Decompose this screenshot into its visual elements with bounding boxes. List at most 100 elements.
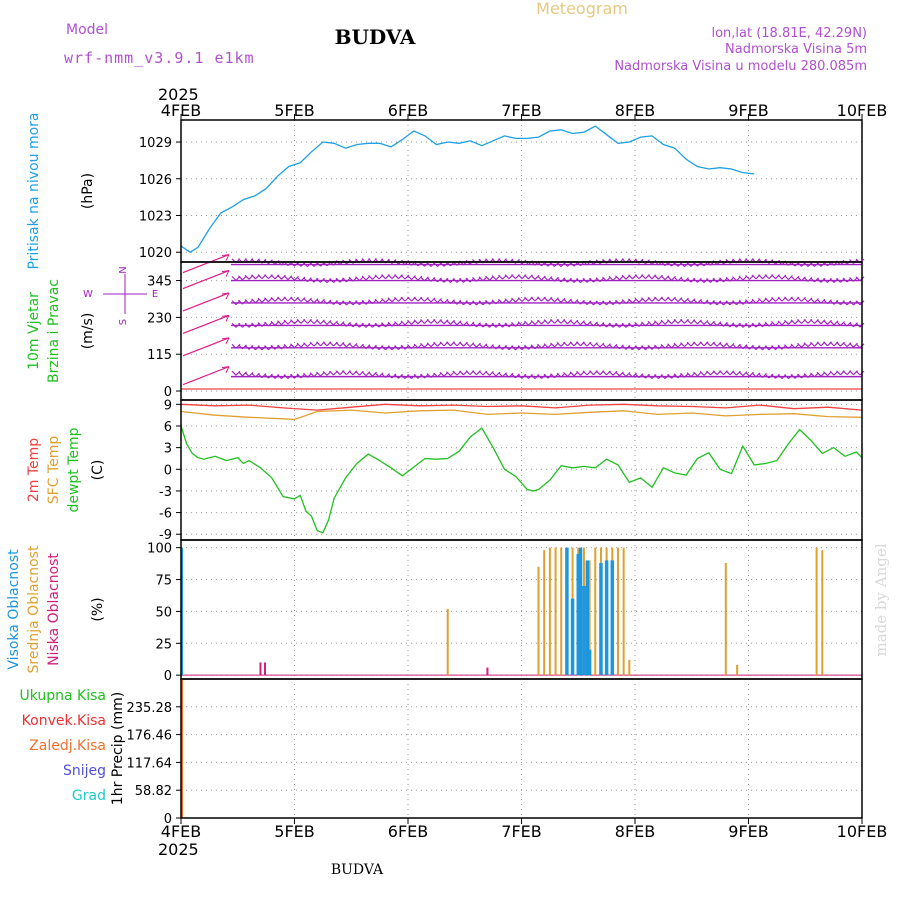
cloud_mid-bar <box>554 547 557 676</box>
wind-arrow-head <box>221 337 230 345</box>
page-title: Meteogram <box>536 0 628 18</box>
compass-south: S <box>118 319 129 325</box>
wind-barb-row <box>231 370 865 379</box>
y-tick-label: 1029 <box>139 136 172 151</box>
y-axis-label: (C) <box>90 460 106 481</box>
y-axis-label: 2m Temp <box>26 438 42 502</box>
cloud_high-bar <box>604 560 609 676</box>
sfc-line <box>180 409 863 421</box>
cloud_mid-bar <box>724 562 727 676</box>
y-axis-label: 10m Vjetar <box>26 292 42 370</box>
cloud_high-bar <box>599 562 603 676</box>
wind-arrow <box>182 314 230 334</box>
wind-arrow <box>182 292 230 312</box>
model-elevation-label: Nadmorska Visina u modelu 280.085m <box>614 59 867 74</box>
coords-label: lon,lat (18.81E, 42.29N) <box>711 26 867 41</box>
y-tick-label: 0 <box>164 812 172 827</box>
pressure-line <box>180 125 755 253</box>
cloud_mid-bar <box>736 664 739 676</box>
wind-barb-row <box>231 296 865 306</box>
y-tick-label: 0 <box>164 463 172 478</box>
x-tick-label-top: 10FEB <box>837 101 888 120</box>
x-tick-label-top: 4FEB <box>161 101 201 120</box>
y-axis-label: Visoka Oblacnost <box>6 549 22 670</box>
wind-arrow-head <box>221 254 230 261</box>
x-tick-label-top: 7FEB <box>501 101 541 120</box>
y-axis-label: Pritisak na nivou mora <box>26 112 42 269</box>
year-label-bottom: 2025 <box>158 840 199 859</box>
y-tick-label: 3 <box>164 442 172 457</box>
cloud_mid-bar <box>628 659 631 676</box>
wind-barb-row <box>231 319 865 328</box>
station-title: BUDVA <box>335 25 416 49</box>
cloud_high-bar <box>585 560 590 676</box>
compass-west: W <box>83 289 93 300</box>
y-axis-label: SFC Temp <box>46 436 62 505</box>
y-tick-label: 1026 <box>139 173 172 188</box>
cloud_mid-bar <box>815 547 818 676</box>
cloud_mid-bar <box>616 547 619 676</box>
wind-barb-row <box>231 341 865 351</box>
y-tick-label: 1020 <box>139 246 172 261</box>
cloud_low-bar <box>486 667 489 676</box>
cloud_high-bar <box>610 560 615 676</box>
y-tick-label: 100 <box>147 542 172 557</box>
y-tick-label: -6 <box>159 507 172 522</box>
y-axis-label: (hPa) <box>80 173 96 209</box>
wind-arrow-head <box>221 314 230 322</box>
y-axis-label: Niska Oblacnost <box>46 553 62 666</box>
y-axis-label: Srednja Oblacnost <box>26 545 42 673</box>
watermark: made by Angel <box>872 543 890 656</box>
y-axis-label: Brzina i Pravac <box>46 279 62 383</box>
wind-arrow <box>182 270 230 290</box>
wind-arrow <box>182 366 230 386</box>
x-tick-label-top: 5FEB <box>274 101 314 120</box>
model-label: Model <box>66 22 108 38</box>
y-tick-label: 9 <box>164 398 172 413</box>
y-tick-label: -3 <box>159 485 172 500</box>
x-tick-label-bottom: 8FEB <box>615 822 655 841</box>
y-tick-label: 117.64 <box>127 756 173 771</box>
cloud_mid-bar <box>821 550 824 676</box>
cloud_high-bar <box>570 598 575 676</box>
x-tick-label-bottom: 5FEB <box>274 822 314 841</box>
compass-north: N <box>118 266 129 273</box>
cloud_mid-bar <box>560 547 563 676</box>
cloud_mid-bar <box>537 566 540 676</box>
precip-bar <box>181 679 183 818</box>
cloud_high-bar <box>565 547 569 676</box>
compass-cross <box>103 274 147 314</box>
y-tick-label: 75 <box>155 574 172 589</box>
wind-arrow-head <box>221 270 230 277</box>
x-tick-label-bottom: 6FEB <box>388 822 428 841</box>
x-tick-label-bottom: 4FEB <box>161 822 201 841</box>
y-tick-label: 115 <box>147 348 172 363</box>
y-axis-label: dewpt Temp <box>66 427 82 512</box>
legend-frozen-rain: Zaledj.Kisa <box>29 738 106 754</box>
y-tick-label: 25 <box>155 637 172 652</box>
dewpt-line <box>180 425 863 534</box>
x-tick-label-top: 8FEB <box>615 101 655 120</box>
cloud_high-bar <box>587 649 592 676</box>
y-tick-label: 176.46 <box>127 729 173 744</box>
y-tick-label: 0 <box>164 385 172 400</box>
x-tick-label-bottom: 9FEB <box>728 822 768 841</box>
wind-arrow <box>182 337 230 357</box>
y-tick-label: 345 <box>147 275 172 290</box>
elevation-label: Nadmorska Visina 5m <box>725 42 867 57</box>
y-tick-label: 0 <box>164 669 172 684</box>
y-tick-label: -9 <box>159 528 172 543</box>
x-tick-label-top: 6FEB <box>388 101 428 120</box>
cloud_low-bar <box>259 662 262 676</box>
y-tick-label: 235.28 <box>127 701 173 716</box>
t2m-line <box>180 403 863 411</box>
x-tick-label-bottom: 7FEB <box>501 822 541 841</box>
model-name: wrf-nmm_v3.9.1 e1km <box>64 49 255 67</box>
legend-snow: Snijeg <box>63 763 106 779</box>
y-axis-label: 1hr Precip (mm) <box>110 692 126 805</box>
cloud_high-bar <box>578 547 583 676</box>
wind-arrow <box>182 254 230 274</box>
cloud_mid-bar <box>594 547 597 676</box>
wind-barb-row <box>231 274 865 283</box>
